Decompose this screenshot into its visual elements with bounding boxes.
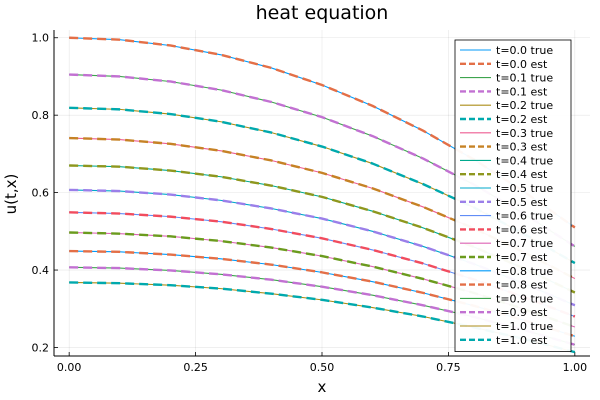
legend-entry: t=0.3 est xyxy=(496,141,548,154)
series-line-11 xyxy=(69,188,576,307)
legend-entry: t=0.5 est xyxy=(496,196,548,209)
x-tick-label: 0.25 xyxy=(183,361,208,374)
legend-entry: t=0.7 est xyxy=(496,251,548,264)
legend-entry: t=0.1 true xyxy=(496,72,553,85)
legend-entry: t=0.3 true xyxy=(496,127,553,140)
y-tick-label: 0.2 xyxy=(32,341,50,354)
legend-entry: t=0.5 true xyxy=(496,182,553,195)
series-line-3 xyxy=(69,73,576,248)
legend-entry: t=0.9 true xyxy=(496,292,553,305)
legend-entry: t=0.2 est xyxy=(496,113,548,126)
series-line-1 xyxy=(69,36,576,229)
legend-entry: t=0.6 est xyxy=(496,223,548,236)
legend-entry: t=1.0 true xyxy=(496,320,553,333)
x-tick-label: 0.00 xyxy=(57,361,82,374)
y-tick-label: 0.8 xyxy=(32,109,50,122)
y-tick-label: 1.0 xyxy=(32,32,50,45)
y-tick-label: 0.4 xyxy=(32,264,50,277)
legend-entry: t=0.1 est xyxy=(496,85,548,98)
x-tick-label: 0.75 xyxy=(436,361,461,374)
x-tick-label: 0.50 xyxy=(310,361,335,374)
legend-entry: t=0.2 true xyxy=(496,99,553,112)
series-line-9 xyxy=(69,164,576,294)
x-tick-labels: 0.00 0.25 0.50 0.75 1.00 xyxy=(57,361,587,374)
x-axis-label: x xyxy=(318,378,327,396)
legend-entry: t=0.0 true xyxy=(496,44,553,57)
legend-entry: t=0.0 est xyxy=(496,58,548,71)
y-axis-label: u(t,x) xyxy=(2,174,20,215)
legend-entry: t=0.9 est xyxy=(496,306,548,319)
legend-entry: t=0.8 true xyxy=(496,265,553,278)
series-line-13 xyxy=(69,211,576,318)
y-tick-labels: 0.2 0.4 0.6 0.8 1.0 xyxy=(32,32,50,355)
y-tick-label: 0.6 xyxy=(32,187,50,200)
legend-entry: t=0.7 true xyxy=(496,237,553,250)
legend-entry: t=0.4 est xyxy=(496,168,548,181)
plot-frame xyxy=(53,30,590,357)
x-tick-label: 1.00 xyxy=(563,361,588,374)
legend-entry: t=0.6 true xyxy=(496,210,553,223)
chart-title: heat equation xyxy=(256,2,389,24)
legend-entry: t=0.8 est xyxy=(496,279,548,292)
legend-entry: t=1.0 est xyxy=(496,334,548,347)
legend-entry: t=0.4 true xyxy=(496,154,553,167)
